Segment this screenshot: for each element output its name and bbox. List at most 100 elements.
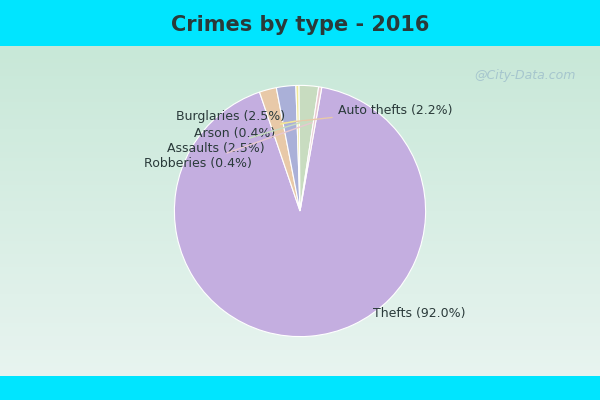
Bar [0, 241, 600, 244]
Bar [0, 204, 600, 208]
Bar [0, 194, 600, 198]
Bar [0, 109, 600, 112]
Bar [0, 138, 600, 142]
Bar [0, 310, 600, 313]
Wedge shape [299, 86, 319, 211]
Bar [0, 102, 600, 105]
Bar [0, 211, 600, 214]
Bar [0, 346, 600, 350]
Bar [0, 165, 600, 168]
Text: Burglaries (2.5%): Burglaries (2.5%) [176, 110, 290, 123]
Bar [0, 333, 600, 336]
Bar [0, 264, 600, 267]
Bar [0, 96, 600, 99]
Bar [0, 118, 600, 122]
Text: Arson (0.4%): Arson (0.4%) [194, 121, 295, 140]
Bar [0, 201, 600, 204]
Bar [0, 336, 600, 340]
Bar [0, 175, 600, 178]
Bar [0, 323, 600, 326]
Bar [0, 317, 600, 320]
Bar [0, 135, 600, 138]
Bar [0, 366, 600, 370]
Wedge shape [300, 87, 322, 211]
Bar [0, 330, 600, 333]
Bar [0, 53, 600, 56]
Bar [0, 373, 600, 376]
Bar [0, 304, 600, 307]
Bar [0, 274, 600, 277]
Bar [0, 168, 600, 171]
Bar [0, 280, 600, 284]
Wedge shape [296, 86, 300, 211]
Bar [0, 158, 600, 162]
Bar [0, 69, 600, 72]
Bar [0, 277, 600, 280]
Bar [0, 152, 600, 155]
Bar [0, 237, 600, 241]
Bar [0, 132, 600, 135]
Bar [0, 142, 600, 145]
Bar [0, 363, 600, 366]
Bar [0, 307, 600, 310]
Bar [0, 62, 600, 66]
Bar [0, 155, 600, 158]
Text: Robberies (0.4%): Robberies (0.4%) [145, 123, 312, 170]
Bar [0, 326, 600, 330]
Bar [0, 198, 600, 201]
Text: @City-Data.com: @City-Data.com [475, 69, 576, 82]
Bar [0, 79, 600, 82]
Bar [0, 214, 600, 218]
Bar [0, 320, 600, 323]
Bar [0, 270, 600, 274]
Bar [0, 66, 600, 69]
Bar [0, 112, 600, 115]
Bar [0, 115, 600, 118]
Bar [0, 290, 600, 294]
Wedge shape [175, 87, 425, 336]
Bar [0, 89, 600, 92]
Bar [0, 294, 600, 297]
Bar [0, 244, 600, 247]
Bar [0, 370, 600, 373]
Text: Thefts (92.0%): Thefts (92.0%) [310, 302, 466, 320]
Bar [0, 356, 600, 360]
Bar [0, 82, 600, 86]
Bar [0, 228, 600, 231]
Bar [0, 162, 600, 165]
Bar [0, 234, 600, 237]
Bar [0, 247, 600, 250]
Bar [0, 257, 600, 260]
Bar [0, 224, 600, 228]
Text: Crimes by type - 2016: Crimes by type - 2016 [171, 15, 429, 35]
Bar [0, 287, 600, 290]
Bar [0, 343, 600, 346]
Bar [0, 99, 600, 102]
Bar [0, 125, 600, 128]
Bar [0, 297, 600, 300]
Bar [0, 59, 600, 62]
Bar [0, 105, 600, 109]
Bar [0, 353, 600, 356]
Wedge shape [260, 88, 300, 211]
Bar [0, 191, 600, 194]
Bar [0, 208, 600, 211]
Bar [0, 122, 600, 125]
Bar [0, 300, 600, 303]
Bar [0, 72, 600, 76]
Bar [0, 231, 600, 234]
Bar [0, 350, 600, 353]
Bar [0, 171, 600, 175]
Bar [0, 260, 600, 264]
Bar [0, 313, 600, 317]
Bar [0, 49, 600, 53]
Bar [0, 284, 600, 287]
Bar [0, 148, 600, 152]
Bar [0, 340, 600, 343]
Bar [0, 92, 600, 96]
Bar [0, 145, 600, 148]
Bar [0, 128, 600, 132]
Bar [0, 184, 600, 188]
Bar [0, 76, 600, 79]
Bar [0, 360, 600, 363]
